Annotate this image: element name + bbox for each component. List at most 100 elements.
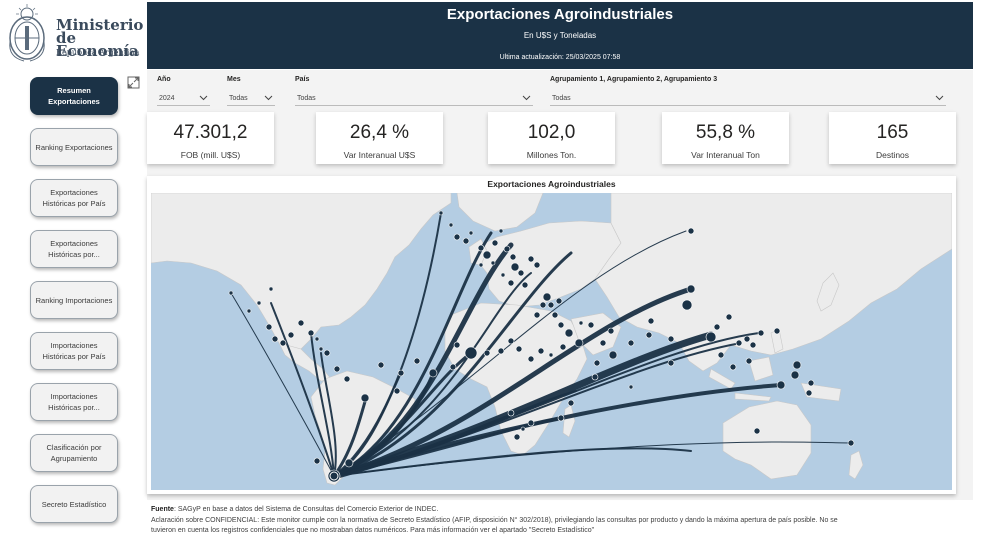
destination-marker[interactable] [548, 352, 554, 358]
focus-mode-icon[interactable] [127, 76, 140, 89]
destination-marker[interactable] [323, 349, 331, 357]
destination-marker[interactable] [847, 439, 855, 447]
destination-marker[interactable] [725, 313, 733, 321]
destination-marker[interactable] [805, 389, 813, 397]
month-filter-dropdown[interactable]: Todas [227, 92, 275, 106]
destination-marker[interactable] [453, 341, 461, 349]
destination-marker[interactable] [773, 327, 781, 335]
destination-marker[interactable] [318, 346, 324, 352]
nav-button-importaciones-historicas-otro[interactable]: Importaciones Históricas por... [30, 383, 118, 421]
destination-marker[interactable] [790, 370, 800, 380]
year-filter-dropdown[interactable]: 2024 [157, 92, 210, 106]
destination-marker[interactable] [713, 323, 721, 331]
nav-button-clasificacion-agrupamiento[interactable]: Clasificación por Agrupamiento [30, 434, 118, 472]
destination-marker[interactable] [533, 261, 541, 269]
destination-marker[interactable] [591, 373, 599, 381]
country-filter-dropdown[interactable]: Todas [295, 92, 533, 106]
destination-marker[interactable] [377, 361, 385, 369]
destination-marker[interactable] [557, 321, 565, 329]
destination-marker[interactable] [287, 331, 295, 339]
destination-marker[interactable] [686, 284, 696, 294]
destination-marker[interactable] [491, 239, 499, 247]
destination-marker[interactable] [428, 368, 438, 378]
destination-marker[interactable] [517, 269, 525, 277]
destination-marker[interactable] [477, 244, 485, 252]
destination-marker[interactable] [265, 323, 273, 331]
destination-marker[interactable] [547, 301, 555, 309]
destination-marker[interactable] [749, 341, 757, 349]
nav-button-ranking-importaciones[interactable]: Ranking Importaciones [30, 281, 118, 319]
destination-marker[interactable] [343, 375, 351, 383]
destination-marker[interactable] [687, 227, 695, 235]
destination-marker[interactable] [681, 299, 693, 311]
destination-marker[interactable] [313, 457, 321, 465]
destination-marker[interactable] [527, 419, 535, 427]
destination-marker[interactable] [717, 351, 725, 359]
destination-marker[interactable] [464, 346, 478, 360]
destination-marker[interactable] [559, 343, 567, 351]
destination-marker[interactable] [667, 335, 675, 343]
destination-marker[interactable] [729, 363, 737, 371]
nav-button-secreto-estadistico[interactable]: Secreto Estadístico [30, 485, 118, 523]
destination-marker[interactable] [333, 365, 341, 373]
destination-marker[interactable] [533, 311, 541, 319]
destination-marker[interactable] [507, 337, 515, 345]
destination-marker[interactable] [438, 210, 444, 216]
destination-marker[interactable] [627, 339, 635, 347]
destination-marker[interactable] [628, 384, 634, 390]
nav-button-exportaciones-historicas-otro[interactable]: Exportaciones Históricas por... [30, 230, 118, 268]
export-flow-map[interactable] [151, 193, 952, 490]
destination-marker[interactable] [599, 339, 607, 347]
destination-marker[interactable] [513, 433, 521, 441]
destination-marker[interactable] [507, 279, 515, 287]
destination-marker[interactable] [587, 321, 595, 329]
destination-marker[interactable] [468, 230, 474, 236]
destination-marker[interactable] [507, 409, 515, 417]
destination-marker[interactable] [448, 222, 454, 228]
destination-marker[interactable] [776, 380, 786, 390]
destination-marker[interactable] [307, 329, 315, 337]
destination-marker[interactable] [500, 272, 506, 278]
destination-marker[interactable] [564, 328, 574, 338]
destination-marker[interactable] [360, 393, 370, 403]
destination-marker[interactable] [574, 338, 584, 348]
destination-marker[interactable] [567, 399, 575, 407]
group-filter-dropdown[interactable]: Todas [550, 92, 946, 106]
destination-marker[interactable] [498, 228, 504, 234]
destination-marker[interactable] [527, 355, 535, 363]
destination-marker[interactable] [503, 245, 511, 253]
destination-marker[interactable] [393, 387, 401, 395]
destination-marker[interactable] [735, 339, 743, 347]
destination-marker[interactable] [509, 253, 517, 261]
nav-button-ranking-exportaciones[interactable]: Ranking Exportaciones [30, 128, 118, 166]
destination-marker[interactable] [462, 237, 470, 245]
destination-marker[interactable] [551, 311, 559, 319]
destination-marker[interactable] [607, 327, 615, 335]
destination-marker[interactable] [344, 458, 354, 468]
destination-marker[interactable] [593, 359, 601, 367]
nav-button-exportaciones-historicas-pais[interactable]: Exportaciones Históricas por País [30, 179, 118, 217]
destination-marker[interactable] [246, 308, 252, 314]
destination-marker[interactable] [555, 297, 563, 305]
destination-marker[interactable] [578, 320, 584, 326]
destination-marker[interactable] [453, 233, 461, 241]
destination-marker[interactable] [314, 336, 320, 342]
nav-button-importaciones-historicas-pais[interactable]: Importaciones Históricas por País [30, 332, 118, 370]
destination-marker[interactable] [515, 345, 523, 353]
destination-marker[interactable] [497, 347, 505, 355]
destination-marker[interactable] [478, 262, 484, 268]
destination-marker[interactable] [539, 301, 547, 309]
destination-marker[interactable] [521, 281, 529, 289]
destination-marker[interactable] [520, 426, 526, 432]
destination-marker[interactable] [705, 331, 717, 343]
destination-marker[interactable] [268, 286, 274, 292]
destination-marker[interactable] [745, 357, 753, 365]
destination-marker[interactable] [297, 319, 305, 327]
destination-marker[interactable] [483, 349, 491, 357]
destination-marker[interactable] [256, 300, 262, 306]
destination-marker[interactable] [271, 335, 279, 343]
destination-marker[interactable] [807, 379, 815, 387]
destination-marker[interactable] [542, 292, 552, 302]
destination-marker[interactable] [667, 359, 675, 367]
destination-marker[interactable] [757, 329, 765, 337]
